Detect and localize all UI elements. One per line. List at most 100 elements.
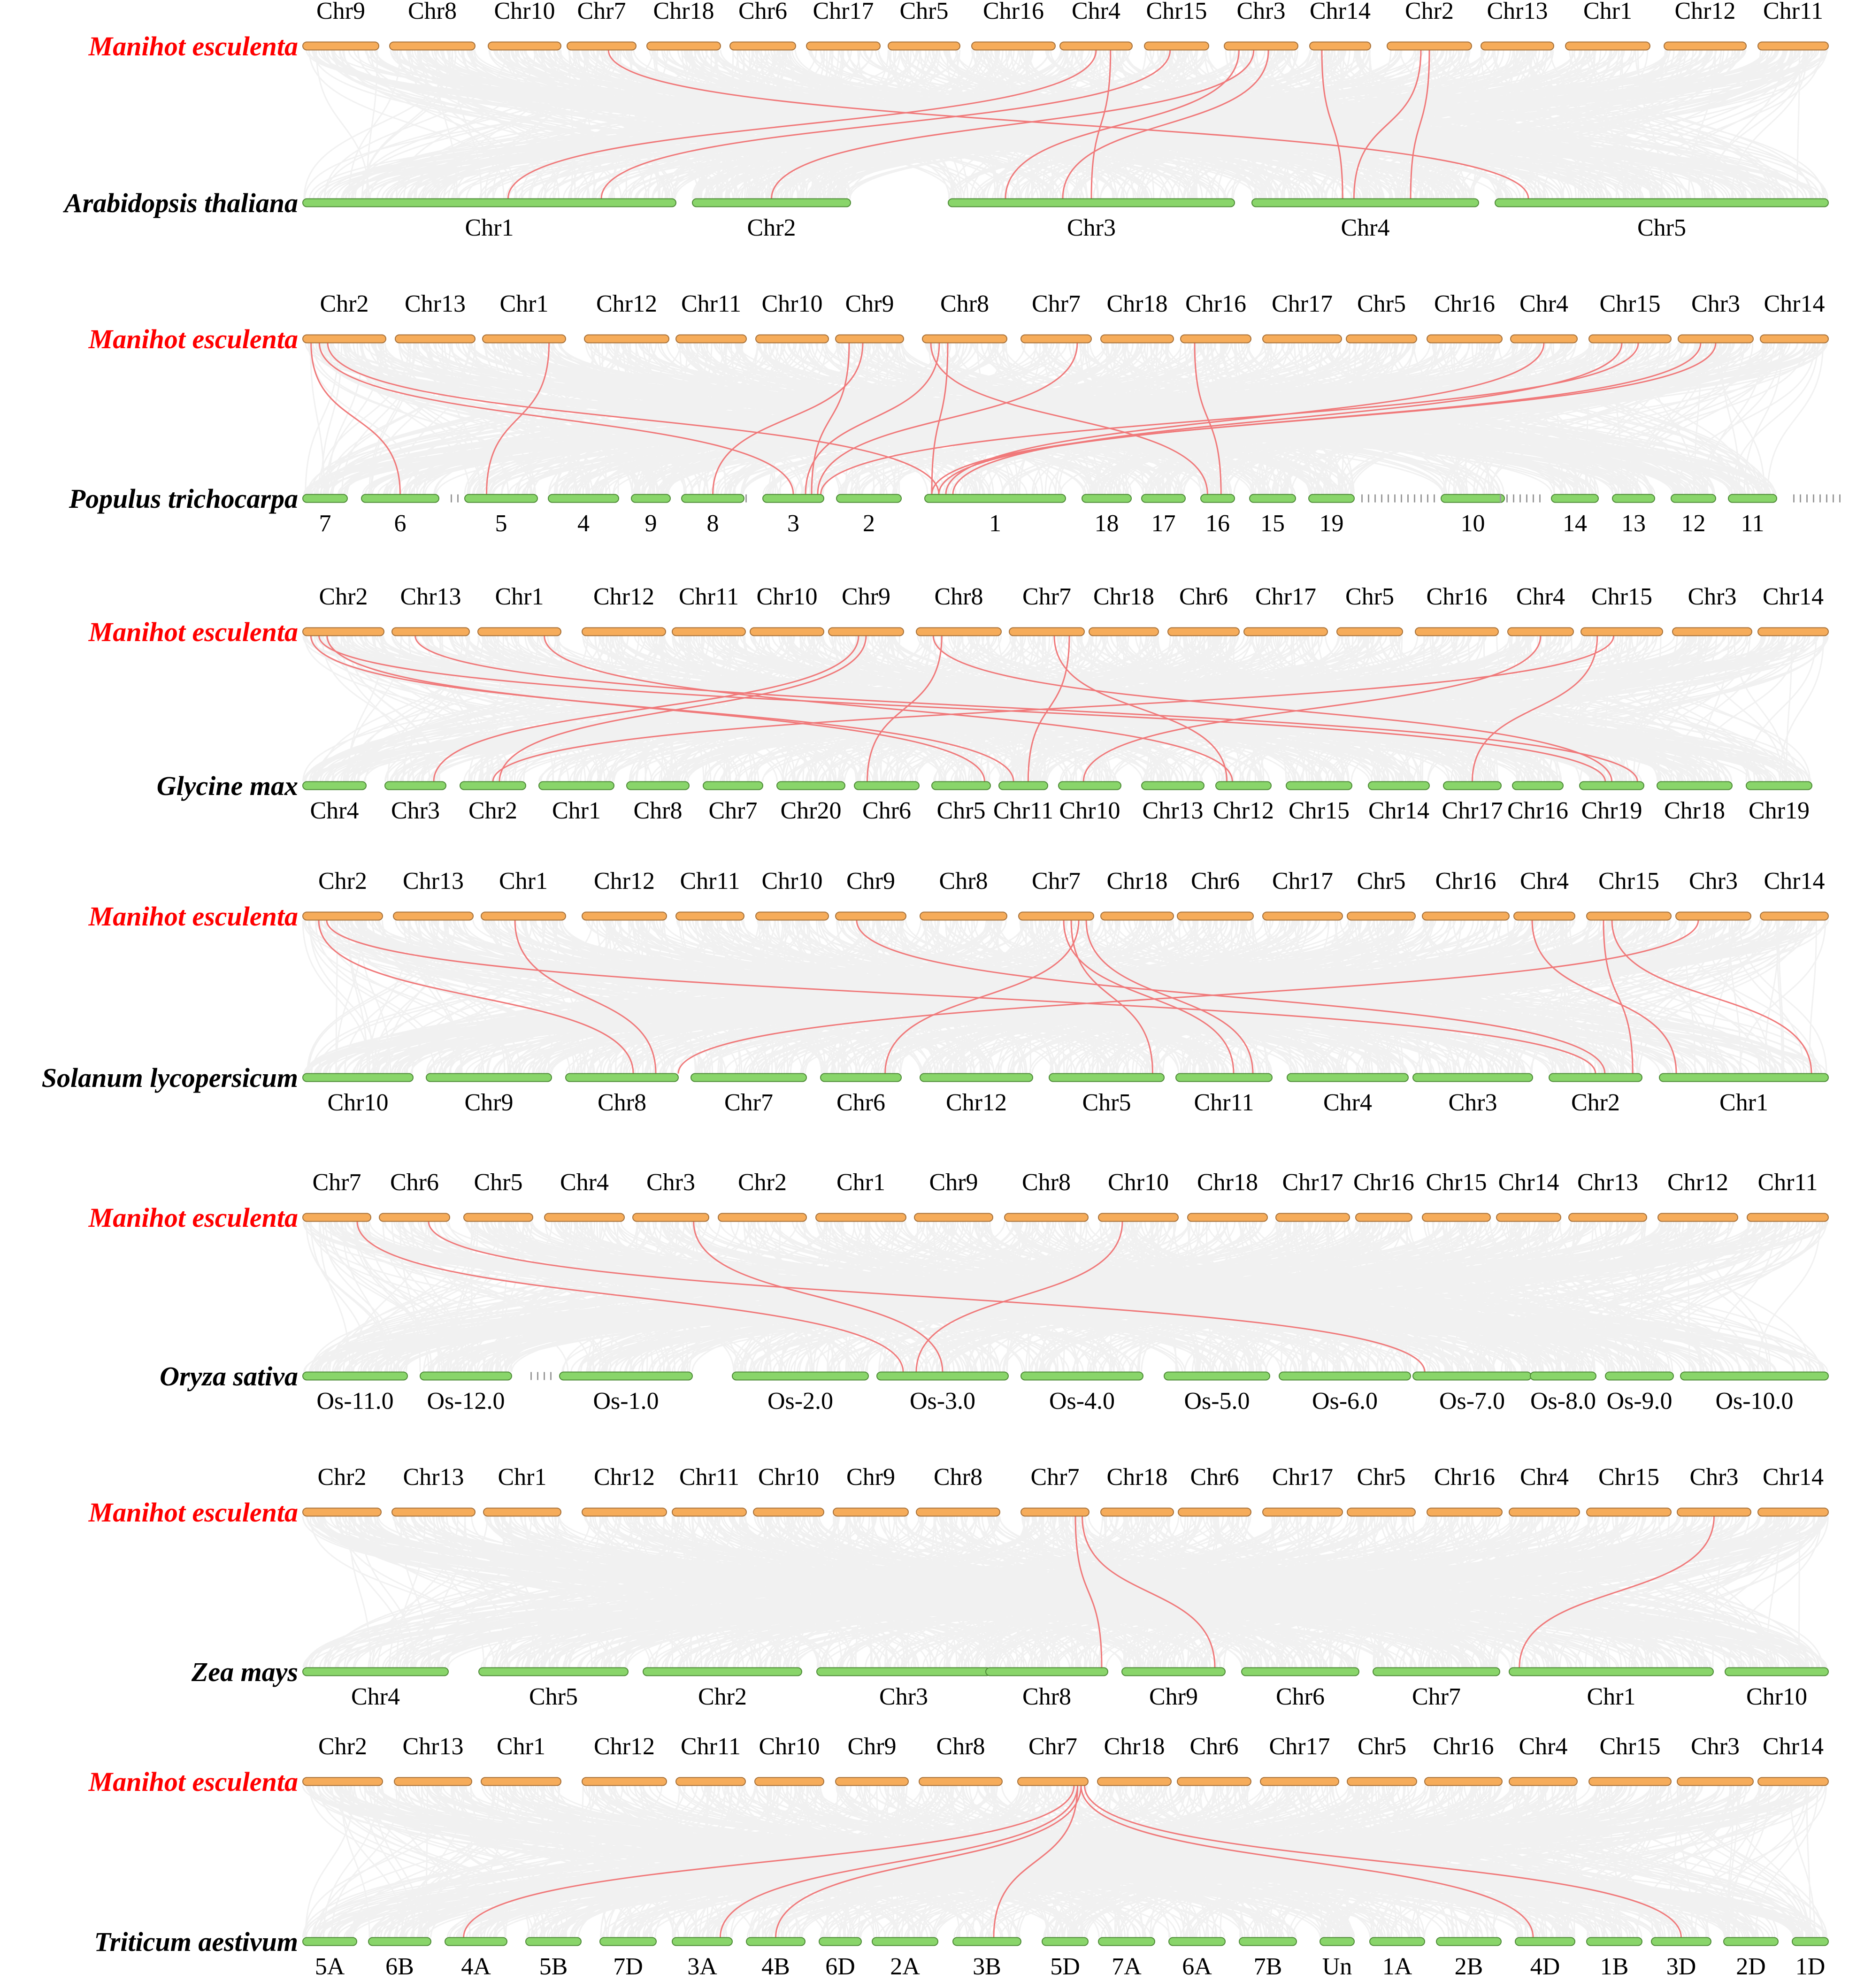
manihot-chromosome-label: Chr3	[1691, 291, 1740, 317]
manihot-chromosome-bar	[888, 41, 960, 51]
scaffold-tick	[1800, 494, 1801, 503]
solanum-lycopersicum-chromosome-label: Chr3	[1449, 1089, 1497, 1116]
zea-mays-chromosome-label: Chr2	[698, 1683, 747, 1710]
triticum-aestivum-chromosome-label: 5D	[1050, 1953, 1080, 1980]
glycine-max-chromosome-label: Chr19	[1749, 797, 1810, 824]
scaffold-tick	[457, 494, 459, 503]
zea-mays-chromosome-bar	[1373, 1667, 1500, 1676]
manihot-chromosome-bar	[302, 1507, 382, 1517]
manihot-chromosome-bar	[1187, 1213, 1268, 1222]
triticum-aestivum-chromosome-bar	[1436, 1937, 1502, 1946]
zea-mays-chromosome-label: Chr9	[1149, 1683, 1198, 1710]
synteny-link-populus-12	[952, 343, 1623, 495]
manihot-chromosome-bar	[1510, 334, 1578, 344]
glycine-max-chromosome-bar	[931, 781, 991, 790]
glycine-max-chromosome-label: Chr7	[709, 797, 758, 824]
manihot-chromosome-bar	[815, 1213, 906, 1222]
oryza-sativa-chromosome-bar	[1605, 1371, 1674, 1381]
triticum-aestivum-chromosome-label: 4D	[1530, 1953, 1560, 1980]
manihot-chromosome-label: Chr6	[738, 0, 787, 24]
synteny-link-oryza-0	[356, 1221, 904, 1372]
manihot-chromosome-bar	[750, 627, 824, 636]
manihot-chromosome-bar	[1757, 41, 1829, 51]
manihot-chromosome-bar	[1677, 1777, 1754, 1786]
manihot-chromosome-bar	[806, 41, 881, 51]
manihot-chromosome-label: Chr3	[1237, 0, 1286, 24]
manihot-chromosome-bar	[835, 1777, 909, 1786]
manihot-chromosome-label: Chr16	[1427, 583, 1488, 610]
populus-trichocarpa-chromosome-label: 13	[1621, 510, 1646, 537]
scaffold-tick	[745, 494, 747, 503]
triticum-aestivum-chromosome-label: 7A	[1112, 1953, 1142, 1980]
zea-mays-chromosome-bar	[985, 1667, 1108, 1676]
populus-trichocarpa-chromosome-bar	[464, 494, 538, 503]
manihot-chromosome-bar	[1309, 41, 1371, 51]
manihot-chromosome-label: Chr11	[679, 583, 739, 610]
oryza-sativa-chromosome-label: Os-3.0	[910, 1388, 975, 1415]
scaffold-tick	[1394, 494, 1396, 503]
manihot-chromosome-label: Chr15	[1600, 291, 1661, 317]
manihot-chromosome-label: Chr9	[846, 1464, 895, 1491]
triticum-aestivum-chromosome-label: 2A	[890, 1953, 920, 1980]
glycine-max-chromosome-label: Chr16	[1507, 797, 1568, 824]
manihot-chromosome-bar	[463, 1213, 533, 1222]
populus-trichocarpa-chromosome-label: 18	[1095, 510, 1119, 537]
glycine-max-chromosome-label: Chr19	[1581, 797, 1642, 824]
synteny-link-solanum-9	[1611, 920, 1812, 1074]
scaffold-tick	[550, 1372, 552, 1380]
triticum-aestivum-chromosome-bar	[1515, 1937, 1575, 1946]
manihot-chromosome-bar	[1657, 1213, 1738, 1222]
oryza-sativa-chromosome-bar	[559, 1371, 693, 1381]
glycine-max-chromosome-bar	[626, 781, 690, 790]
triticum-aestivum-chromosome-label: 2B	[1455, 1953, 1483, 1980]
manihot-chromosome-label: Chr1	[495, 583, 544, 610]
manihot-chromosome-bar	[1336, 627, 1403, 636]
synteny-link-zea-2	[1519, 1516, 1715, 1668]
solanum-lycopersicum-chromosome-label: Chr8	[598, 1089, 646, 1116]
manihot-chromosome-label: Chr12	[593, 583, 654, 610]
synteny-link-glycine-8	[932, 635, 1612, 782]
manihot-chromosome-bar	[1387, 41, 1472, 51]
manihot-chromosome-label: Chr1	[500, 291, 549, 317]
arabidopsis-thaliana-chromosome-bar	[948, 198, 1235, 207]
manihot-chromosome-label: Chr8	[408, 0, 457, 24]
manihot-chromosome-label: Chr8	[940, 291, 989, 317]
populus-trichocarpa-chromosome-bar	[1728, 494, 1777, 503]
solanum-lycopersicum-chromosome-label: Chr6	[836, 1089, 885, 1116]
synteny-link-arabidopsis-3	[600, 50, 1171, 199]
triticum-aestivum-chromosome-label: 3D	[1666, 1953, 1696, 1980]
synteny-link-solanum-10	[1603, 920, 1634, 1074]
triticum-aestivum-chromosome-label: 3B	[973, 1953, 1001, 1980]
populus-trichocarpa-chromosome-bar	[836, 494, 902, 503]
synteny-link-solanum-8	[1531, 920, 1677, 1074]
manihot-chromosome-label: Chr9	[848, 1733, 897, 1760]
manihot-chromosome-bar	[481, 1777, 561, 1786]
species-label-top: Manihot esculenta	[88, 901, 298, 932]
manihot-chromosome-bar	[754, 1777, 824, 1786]
species-label-top: Manihot esculenta	[88, 1202, 298, 1233]
manihot-chromosome-label: Chr10	[758, 1464, 819, 1491]
manihot-chromosome-label: Chr17	[813, 0, 874, 24]
species-label-bottom: Arabidopsis thaliana	[63, 188, 298, 218]
synteny-link-solanum-5	[1070, 920, 1153, 1074]
manihot-chromosome-bar	[1664, 41, 1747, 51]
manihot-chromosome-bar	[672, 627, 746, 636]
manihot-chromosome-bar	[753, 1507, 824, 1517]
triticum-aestivum-chromosome-bar	[1239, 1937, 1297, 1946]
scaffold-tick	[1381, 494, 1382, 503]
populus-trichocarpa-chromosome-label: 11	[1741, 510, 1764, 537]
manihot-chromosome-label: Chr9	[845, 291, 894, 317]
manihot-chromosome-label: Chr18	[1107, 1464, 1168, 1491]
manihot-chromosome-bar	[1565, 41, 1650, 51]
manihot-chromosome-bar	[1167, 627, 1240, 636]
synteny-link-glycine-5	[433, 635, 859, 782]
triticum-aestivum-chromosome-bar	[872, 1937, 938, 1946]
oryza-sativa-chromosome-bar	[1164, 1371, 1270, 1381]
manihot-chromosome-label: Chr14	[1764, 291, 1825, 317]
manihot-chromosome-bar	[1004, 1213, 1089, 1222]
manihot-chromosome-bar	[1415, 627, 1499, 636]
manihot-chromosome-bar	[1760, 911, 1829, 921]
manihot-chromosome-label: Chr6	[1190, 1733, 1239, 1760]
manihot-chromosome-bar	[488, 41, 561, 51]
